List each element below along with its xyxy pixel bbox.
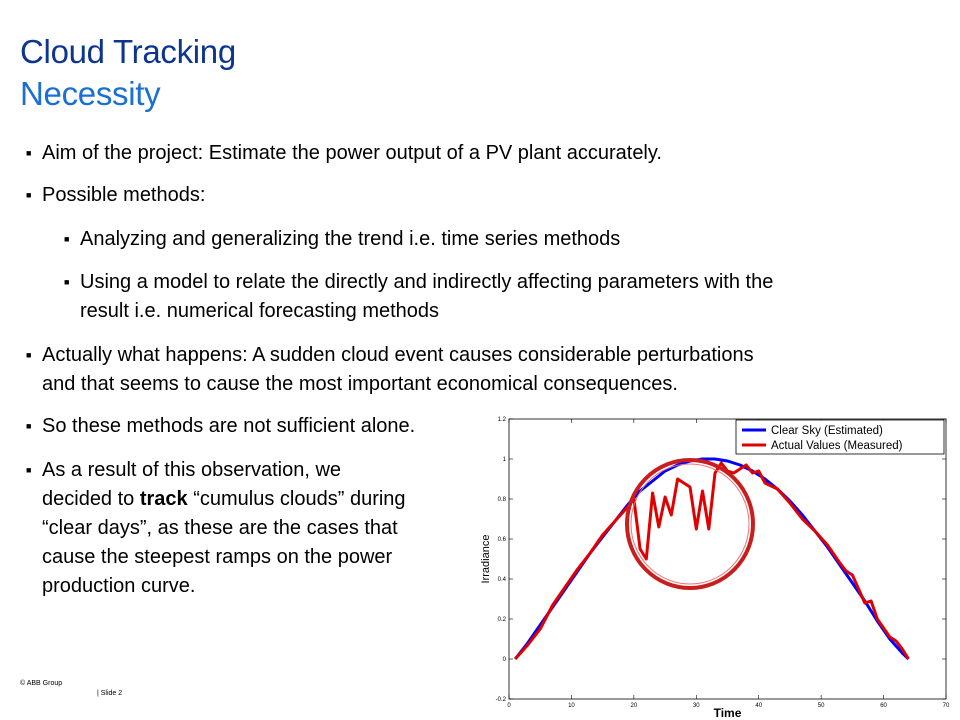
legend-label: Actual Values (Measured) (771, 440, 903, 452)
legend-box (735, 419, 945, 455)
x-tick-label: 60 (880, 703, 887, 709)
slide-subtitle: Necessity (20, 75, 161, 112)
legend-label: Clear Sky (Estimated) (771, 425, 883, 437)
bullet-text-line: Using a model to relate the directly and… (80, 271, 774, 293)
bullet-text-line: result i.e. numerical forecasting method… (80, 300, 440, 322)
slide-title: Cloud Tracking (20, 33, 236, 70)
y-tick-label: 1 (503, 457, 507, 463)
sub-bullet-numerical: ■ Using a model to relate the directly a… (64, 268, 774, 326)
bullet-square-icon: ■ (26, 350, 32, 360)
x-tick-label: 30 (693, 703, 700, 709)
bullet-text-line: “clear days”, as these are the cases tha… (42, 517, 398, 539)
highlight-circle (625, 458, 755, 590)
bullet-square-icon: ■ (26, 148, 32, 158)
y-axis-label: Irradiance (480, 535, 492, 584)
x-tick-label: 70 (943, 703, 950, 709)
x-tick-label: 50 (818, 703, 825, 709)
bullet-not-sufficient: ■ So these methods are not sufficient al… (26, 412, 416, 441)
bullet-text: So these methods are not sufficient alon… (42, 415, 416, 437)
bullet-text-part: decided to (42, 488, 140, 510)
bullet-square-icon: ■ (26, 421, 32, 431)
bullet-square-icon: ■ (26, 190, 32, 200)
irradiance-chart: 0 10 20 30 40 50 60 70-0.200.20.40.60.811.2Time… (480, 417, 950, 720)
x-tick-label: 10 (568, 703, 575, 709)
bullet-square-icon: ■ (64, 234, 70, 244)
x-tick-label: 40 (755, 703, 762, 709)
bullet-text: Aim of the project: Estimate the power o… (42, 142, 662, 164)
y-tick-label: 0.6 (498, 537, 507, 543)
sub-bullet-time-series: ■ Analyzing and generalizing the trend i… (64, 225, 621, 254)
highlight-circle-inner (630, 463, 750, 585)
x-tick-label: 0 (507, 703, 511, 709)
bullet-text: Analyzing and generalizing the trend i.e… (80, 228, 621, 250)
bullet-square-icon: ■ (26, 465, 32, 475)
y-tick-label: 0 (503, 657, 507, 663)
bullet-text: Possible methods: (42, 184, 206, 206)
footer-copyright: © ABB Group (20, 680, 63, 687)
bullet-text-line: cause the steepest ramps on the power (42, 546, 393, 568)
bullet-text-line: As a result of this observation, we (42, 459, 342, 481)
y-tick-label: 0.8 (498, 497, 507, 503)
bullet-text-emphasis: track (139, 488, 188, 510)
bullet-actually: ■ Actually what happens: A sudden cloud … (26, 341, 754, 399)
y-tick-label: 0.4 (498, 577, 507, 583)
x-tick-label: 20 (631, 703, 638, 709)
footer-slide-number: | Slide 2 (97, 690, 123, 697)
bullet-text-line: Actually what happens: A sudden cloud ev… (42, 344, 754, 366)
bullet-text-part: “cumulus clouds” during (187, 488, 406, 510)
y-tick-label: 1.2 (498, 417, 507, 423)
bullet-square-icon: ■ (64, 277, 70, 287)
bullet-observation: ■ As a result of this observation, we de… (26, 456, 406, 601)
x-axis-label: Time (714, 706, 742, 720)
bullet-methods: ■ Possible methods: (26, 181, 206, 210)
bullet-aim: ■ Aim of the project: Estimate the power… (26, 139, 662, 168)
bullet-text-line: and that seems to cause the most importa… (42, 373, 678, 395)
plot-area (508, 418, 947, 700)
bullet-text-line: production curve. (42, 575, 196, 597)
y-tick-label: 0.2 (498, 617, 507, 623)
y-tick-label: -0.2 (496, 697, 507, 703)
bullet-text-line: decided to track “cumulus clouds” during (42, 485, 406, 514)
series-line-actual-values (514, 461, 910, 660)
